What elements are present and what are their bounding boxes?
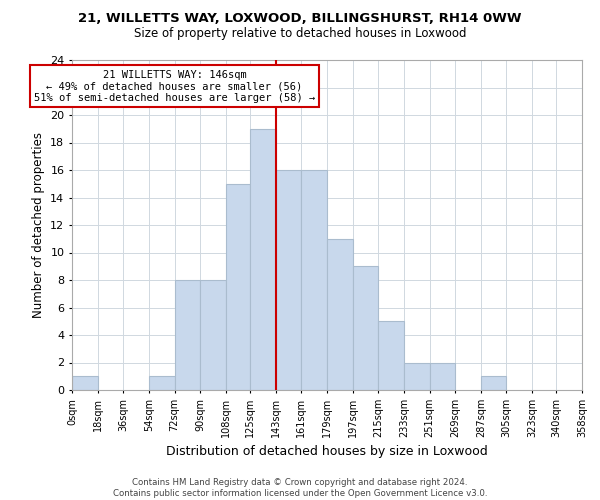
Bar xyxy=(430,362,455,390)
X-axis label: Distribution of detached houses by size in Loxwood: Distribution of detached houses by size … xyxy=(166,446,488,458)
Bar xyxy=(378,322,404,390)
Bar xyxy=(481,376,506,390)
Bar xyxy=(404,362,430,390)
Bar xyxy=(327,239,353,390)
Text: Contains HM Land Registry data © Crown copyright and database right 2024.
Contai: Contains HM Land Registry data © Crown c… xyxy=(113,478,487,498)
Bar xyxy=(353,266,378,390)
Bar xyxy=(175,280,200,390)
Y-axis label: Number of detached properties: Number of detached properties xyxy=(32,132,44,318)
Text: 21, WILLETTS WAY, LOXWOOD, BILLINGSHURST, RH14 0WW: 21, WILLETTS WAY, LOXWOOD, BILLINGSHURST… xyxy=(78,12,522,26)
Bar xyxy=(250,128,276,390)
Bar xyxy=(276,170,301,390)
Text: 21 WILLETTS WAY: 146sqm
← 49% of detached houses are smaller (56)
51% of semi-de: 21 WILLETTS WAY: 146sqm ← 49% of detache… xyxy=(34,70,315,103)
Bar xyxy=(226,184,250,390)
Bar xyxy=(200,280,226,390)
Bar xyxy=(72,376,98,390)
Text: Size of property relative to detached houses in Loxwood: Size of property relative to detached ho… xyxy=(134,28,466,40)
Bar xyxy=(301,170,327,390)
Bar xyxy=(149,376,175,390)
